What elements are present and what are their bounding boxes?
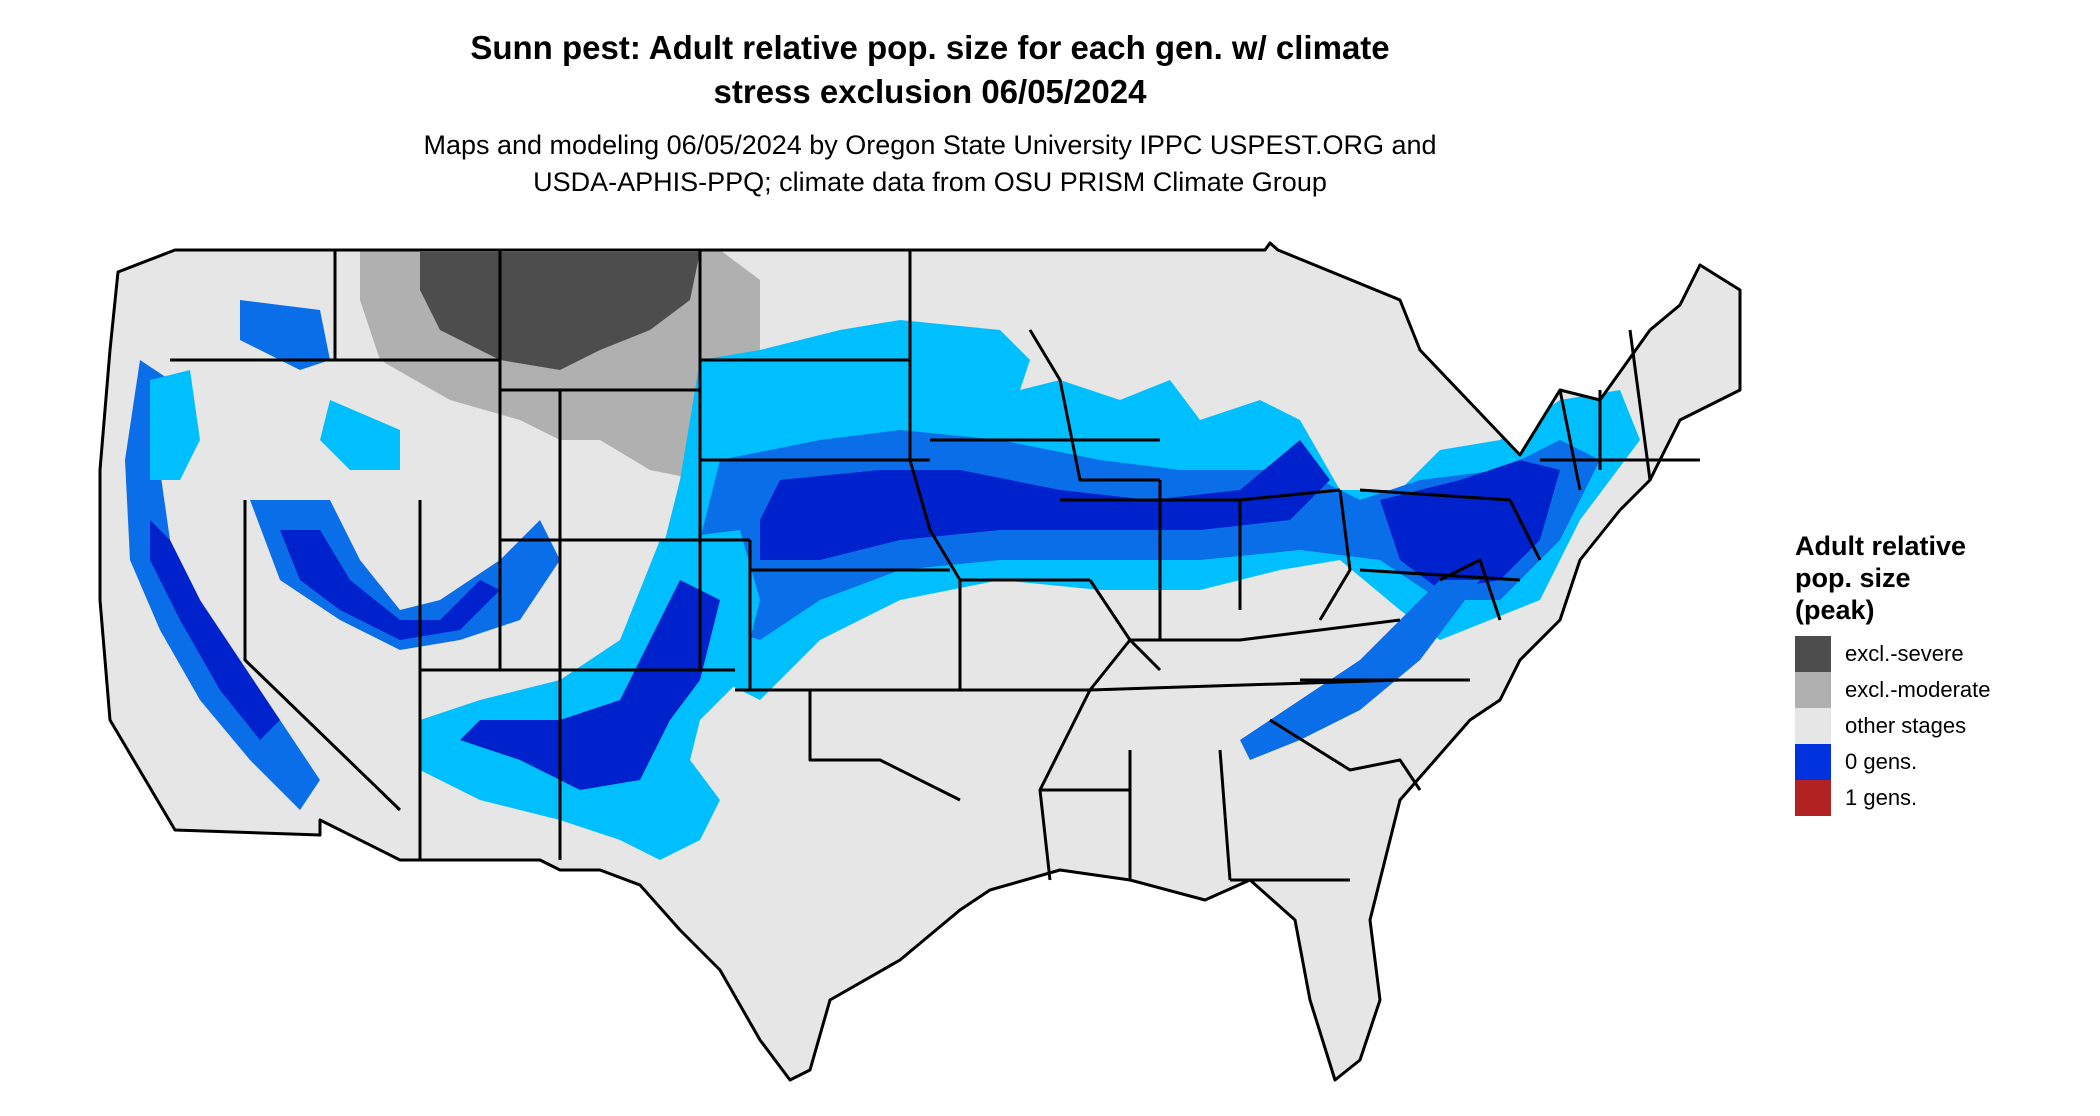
legend-swatch-excl-moderate [1795,672,1831,708]
sierra-deep [150,520,280,740]
legend-title-line-1: Adult relative [1795,531,1967,561]
legend-swatch-1-gens [1795,780,1831,816]
map-subtitle-line-1: Maps and modeling 06/05/2024 by Oregon S… [423,130,1437,160]
legend-swatch-other-stages [1795,708,1831,744]
legend-swatch-excl-severe [1795,636,1831,672]
legend-swatch-0-gens [1795,744,1831,780]
legend-title: Adult relative pop. size (peak) [1795,530,1991,626]
map-subtitle-line-2: USDA-APHIS-PPQ; climate data from OSU PR… [533,167,1327,197]
conus-land [100,243,1740,1080]
great-basin [250,500,560,650]
snake-river [320,400,400,470]
deep-blue-band-north [760,440,1330,560]
legend-item-excl-severe: excl.-severe [1795,636,1991,672]
legend-title-line-3: (peak) [1795,595,1875,625]
great-basin-deep [280,530,500,640]
appalachian-band [1240,580,1480,760]
legend: Adult relative pop. size (peak) excl.-se… [1795,530,1991,816]
legend-title-line-2: pop. size [1795,563,1911,593]
cascades-band [150,370,200,480]
state-borders [98,241,1742,1082]
excl-severe-area [420,252,700,370]
map-title-line-2: stress exclusion 06/05/2024 [713,73,1147,110]
legend-item-excl-moderate: excl.-moderate [1795,672,1991,708]
legend-item-other-stages: other stages [1795,708,1991,744]
rockies-deep [460,580,720,790]
map-title: Sunn pest: Adult relative pop. size for … [0,26,1860,114]
legend-label-excl-severe: excl.-severe [1845,641,1964,666]
blue-mountains [240,300,330,370]
legend-label-0-gens: 0 gens. [1845,749,1918,774]
legend-label-1-gens: 1 gens. [1845,785,1918,810]
deep-blue-northeast [1380,460,1560,590]
map-title-line-1: Sunn pest: Adult relative pop. size for … [470,29,1390,66]
map-subtitle: Maps and modeling 06/05/2024 by Oregon S… [0,127,1860,201]
legend-label-excl-moderate: excl.-moderate [1845,677,1991,702]
legend-label-other-stages: other stages [1845,713,1967,738]
legend-item-0-gens: 0 gens. [1795,744,1991,780]
legend-item-1-gens: 1 gens. [1795,780,1991,816]
